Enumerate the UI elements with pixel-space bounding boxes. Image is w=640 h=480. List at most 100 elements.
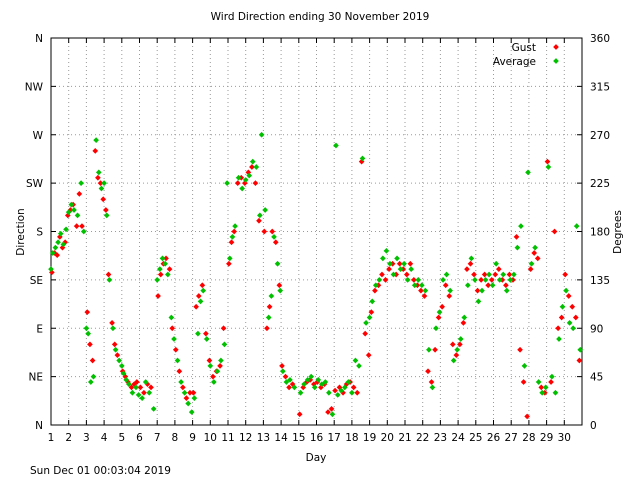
data-point-average [322,379,329,385]
data-point-gust [76,191,83,197]
data-point-gust [269,228,276,235]
data-point-gust [565,293,572,299]
data-point-average [479,287,485,294]
y-tick-label-left: W [33,130,44,142]
data-point-average [489,282,496,289]
data-point-average [257,212,263,219]
data-point-average [457,336,464,342]
data-point-gust [555,325,561,332]
data-point-gust [551,228,558,235]
data-point-gust [234,180,241,186]
data-point-average [123,377,130,383]
y-tick-label-right: 270 [590,130,610,142]
data-point-average [539,389,546,396]
series-average [48,131,584,418]
data-point-average [116,357,122,364]
data-point-average [511,271,517,278]
data-point-gust [157,271,164,278]
data-point-gust [114,352,121,358]
y-tick-label-right: 45 [590,372,603,384]
data-point-gust [432,346,438,353]
x-tick-label: 15 [292,432,305,444]
data-point-average [528,260,535,267]
data-point-gust [403,271,410,278]
series-gust [49,148,583,420]
data-point-gust [503,282,509,289]
data-point-gust [249,164,255,170]
x-tick-label: 7 [154,432,161,444]
y-tick-label-left: N [35,33,43,45]
data-point-average [440,277,446,283]
data-point-gust [252,180,259,186]
y-tick-label-left: NE [29,372,44,384]
data-point-gust [276,282,283,289]
data-point-average [133,384,139,391]
data-point-average [372,282,379,289]
data-point-average [338,387,345,394]
data-point-gust [155,293,161,299]
x-tick-label: 26 [487,432,501,444]
generated-timestamp: Sun Dec 01 00:03:04 2019 [30,465,171,477]
x-axis-title: Day [306,452,327,464]
data-point-average [542,384,549,391]
data-point-average [329,411,336,418]
x-tick-label: 18 [345,432,358,444]
data-point-average [265,314,272,321]
data-point-gust [411,277,417,283]
data-point-average [162,260,168,267]
data-point-gust [544,158,551,165]
x-tick-label: 20 [381,432,394,444]
data-point-gust [368,309,375,315]
data-point-average [103,212,110,219]
data-point-average [376,277,383,283]
data-point-average [139,395,145,401]
data-point-average [486,271,492,278]
data-point-average [168,314,175,321]
data-point-gust [332,387,338,394]
data-point-average [345,379,352,385]
data-point-average [63,226,69,233]
data-point-average [570,325,576,332]
x-tick-label: 25 [469,432,482,444]
data-point-average [521,363,528,369]
x-tick-label: 3 [83,432,90,444]
data-point-average [503,287,510,294]
data-point-gust [425,368,431,375]
data-point-average [450,357,457,364]
data-point-average [556,336,562,342]
legend-label-gust: Gust [512,42,536,54]
data-point-average [514,244,521,251]
grid [51,38,582,425]
data-point-average [68,201,75,208]
data-point-average [308,373,315,380]
data-point-gust [421,293,428,299]
data-point-gust [488,277,495,283]
data-point-gust [481,271,488,278]
data-point-gust [286,384,292,391]
data-point-average [401,260,407,267]
data-point-average [297,389,304,396]
data-point-gust [506,271,513,278]
x-tick-label: 21 [398,432,411,444]
data-point-average [408,266,415,272]
data-point-average [200,287,207,294]
data-point-gust [141,389,147,396]
data-point-gust [527,266,534,272]
data-point-gust [226,260,232,267]
data-point-average [146,389,153,396]
data-point-average [224,180,230,186]
data-point-average [229,234,236,240]
data-point-average [249,158,256,165]
data-point-gust [350,384,357,391]
data-point-gust [172,346,179,353]
data-point-average [500,271,507,278]
data-point-average [164,271,171,278]
x-tick-label: 23 [434,432,447,444]
data-point-average [418,282,425,289]
y-tick-label-left: S [36,227,43,239]
y-tick-label-right: 225 [590,178,610,190]
data-point-average [525,169,531,176]
data-point-average [218,357,224,364]
data-point-gust [453,352,460,358]
